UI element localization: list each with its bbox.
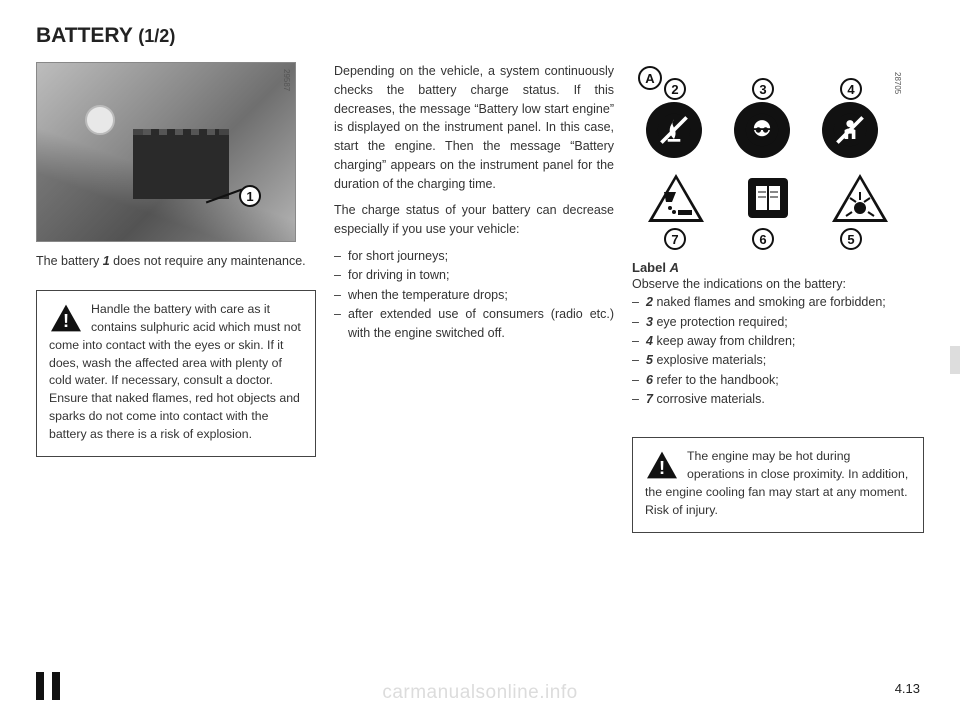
mid-bullets: for short journeys; for driving in town;… — [334, 247, 614, 344]
explosive-icon — [830, 172, 890, 224]
warning-icon-2: ! — [645, 450, 679, 480]
no-flame-icon — [646, 102, 702, 158]
label-heading: Label A — [632, 260, 924, 275]
label-li-6: 6 refer to the handbook; — [632, 371, 924, 390]
icon-row-top — [646, 102, 878, 158]
callout-circle-1: 1 — [239, 185, 261, 207]
watermark: carmanualsonline.info — [0, 682, 960, 704]
photo-battery — [133, 129, 229, 199]
warn2-p2: Risk of injury. — [645, 502, 911, 520]
mid-p2: The charge status of your battery can de… — [334, 201, 614, 239]
label-subtext: Observe the indications on the battery: — [632, 275, 924, 293]
mid-b2: for driving in town; — [334, 266, 614, 285]
tab-mark — [36, 672, 44, 700]
mid-b4: after extended use of consumers (radio e… — [334, 305, 614, 344]
page-number: 4.13 — [895, 681, 920, 696]
callout-1: 1 — [239, 185, 261, 207]
mid-b1: for short journeys; — [334, 247, 614, 266]
col-mid: Depending on the vehicle, a system conti… — [334, 62, 614, 533]
col-left: 1 29587 The battery 1 does not require a… — [36, 62, 316, 533]
hazard-label-block: 28705 A 2 3 4 — [632, 62, 902, 252]
callout-3: 3 — [752, 78, 774, 100]
callout-7: 7 — [664, 228, 686, 250]
title-sub: (1/2) — [138, 26, 175, 46]
photo-cap — [85, 105, 115, 135]
page: BATTERY (1/2) 1 29587 The battery 1 does… — [0, 0, 960, 710]
callout-6: 6 — [752, 228, 774, 250]
columns: 1 29587 The battery 1 does not require a… — [36, 62, 924, 533]
label-li-5: 5 explosive materials; — [632, 351, 924, 370]
svg-text:!: ! — [659, 458, 665, 479]
callout-A: A — [638, 66, 662, 90]
mid-b3: when the temperature drops; — [334, 286, 614, 305]
warn2-p1: The engine may be hot during operations … — [645, 448, 911, 501]
label-head-it: A — [670, 260, 679, 275]
eye-protection-icon — [734, 102, 790, 158]
warn1-p1: Handle the battery with care as it conta… — [49, 301, 303, 390]
label-ref: 28705 — [893, 72, 902, 94]
photo-ref: 29587 — [282, 69, 291, 91]
title-main: BATTERY — [36, 24, 132, 47]
mid-p1: Depending on the vehicle, a system conti… — [334, 62, 614, 193]
page-tabs — [36, 672, 60, 700]
warning-box-1: ! Handle the battery with care as it con… — [36, 290, 316, 457]
col-right: 28705 A 2 3 4 — [632, 62, 924, 533]
warning-icon: ! — [49, 303, 83, 333]
side-tab — [950, 346, 960, 374]
label-list: 2 naked flames and smoking are forbidden… — [632, 293, 924, 409]
warning-box-2: ! The engine may be hot during operation… — [632, 437, 924, 532]
page-title: BATTERY (1/2) — [36, 24, 924, 48]
label-head-pre: Label — [632, 260, 670, 275]
svg-text:!: ! — [63, 310, 69, 331]
tab-gap — [44, 672, 52, 700]
read-manual-icon — [738, 172, 798, 224]
label-li-4: 4 keep away from children; — [632, 332, 924, 351]
label-li-2: 2 naked flames and smoking are forbidden… — [632, 293, 924, 312]
battery-photo: 1 29587 — [36, 62, 296, 242]
tab-mark — [52, 672, 60, 700]
warn1-p2: Ensure that naked flames, red hot object… — [49, 390, 303, 443]
label-li-3: 3 eye protection required; — [632, 313, 924, 332]
photo-caption: The battery 1 does not require any maint… — [36, 252, 316, 270]
icon-row-bottom — [646, 172, 890, 224]
callout-5: 5 — [840, 228, 862, 250]
callout-2: 2 — [664, 78, 686, 100]
keep-from-children-icon — [822, 102, 878, 158]
corrosive-icon — [646, 172, 706, 224]
label-li-7: 7 corrosive materials. — [632, 390, 924, 409]
callout-4: 4 — [840, 78, 862, 100]
